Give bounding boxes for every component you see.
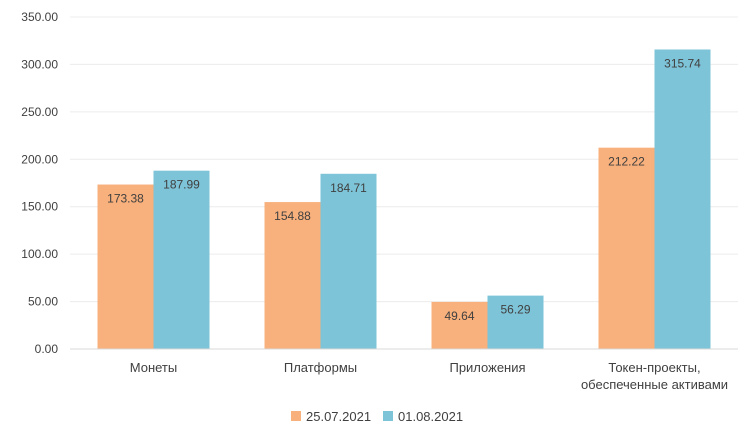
bars xyxy=(97,49,711,350)
legend-label: 25.07.2021 xyxy=(306,409,371,424)
bar xyxy=(153,170,210,349)
legend-label: 01.08.2021 xyxy=(398,409,463,424)
x-tick-label: Токен-проекты, обеспеченные активами xyxy=(581,360,728,392)
bar xyxy=(431,301,488,349)
y-tick-label: 350.00 xyxy=(21,10,58,24)
data-label: 154.88 xyxy=(274,209,311,223)
legend: 25.07.2021 01.08.2021 xyxy=(291,409,463,424)
data-label: 187.99 xyxy=(163,178,200,192)
y-tick-label: 0.00 xyxy=(35,342,59,356)
data-labels: 173.38 187.99 154.88 184.71 49.64 56.29 212.22… xyxy=(107,56,701,322)
x-tick-label: Приложения xyxy=(449,360,525,375)
y-tick-label: 50.00 xyxy=(28,295,58,309)
bar xyxy=(487,295,544,349)
x-axis: Монеты Платформы Приложения Токен-проекты, о… xyxy=(130,360,728,392)
x-tick-label: Монеты xyxy=(130,360,177,375)
y-tick-label: 200.00 xyxy=(21,152,58,166)
bar xyxy=(97,184,154,349)
bar xyxy=(264,202,321,349)
data-label: 184.71 xyxy=(330,181,367,195)
data-label: 315.74 xyxy=(664,56,701,70)
y-tick-label: 100.00 xyxy=(21,247,58,261)
legend-swatch xyxy=(383,411,393,421)
legend-swatch xyxy=(291,411,301,421)
bar xyxy=(598,147,655,349)
data-label: 212.22 xyxy=(608,155,645,169)
x-tick-label: Платформы xyxy=(284,360,357,375)
y-tick-label: 250.00 xyxy=(21,105,58,119)
bar xyxy=(320,173,377,349)
data-label: 173.38 xyxy=(107,192,144,206)
y-tick-label: 150.00 xyxy=(21,200,58,214)
bar xyxy=(654,49,711,350)
y-axis: 0.00 50.00 100.00 150.00 200.00 250.00 300.00 3… xyxy=(21,10,58,356)
y-tick-label: 300.00 xyxy=(21,57,58,71)
data-label: 56.29 xyxy=(500,303,530,317)
data-label: 49.64 xyxy=(444,309,474,323)
